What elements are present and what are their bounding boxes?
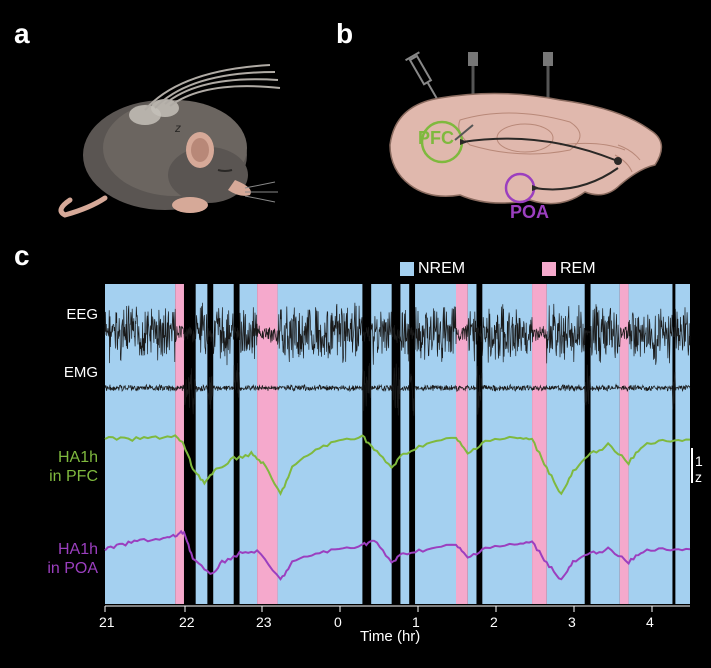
x-tick: 21 (99, 614, 115, 630)
x-tick: 2 (490, 614, 498, 630)
poa-label: POA (510, 202, 549, 223)
x-tick: 22 (179, 614, 195, 630)
x-tick: 3 (568, 614, 576, 630)
x-tick: 1 (412, 614, 420, 630)
scalebar-label: 1 z (695, 453, 711, 485)
brain-illustration: PFC POA (360, 50, 680, 230)
x-tick: 23 (256, 614, 272, 630)
svg-text:z: z (174, 121, 181, 135)
time-axis-label: Time (hr) (360, 628, 420, 645)
traces-plot (0, 258, 711, 628)
pfc-label: PFC (418, 128, 454, 149)
panel-label-b: b (336, 18, 353, 50)
mouse-illustration: z (50, 60, 290, 220)
chart-panel: NREM REM EEG EMG HA1h in PFC HA1h in POA… (0, 258, 711, 648)
x-tick: 4 (646, 614, 654, 630)
x-tick: 0 (334, 614, 342, 630)
panel-label-a: a (14, 18, 30, 50)
